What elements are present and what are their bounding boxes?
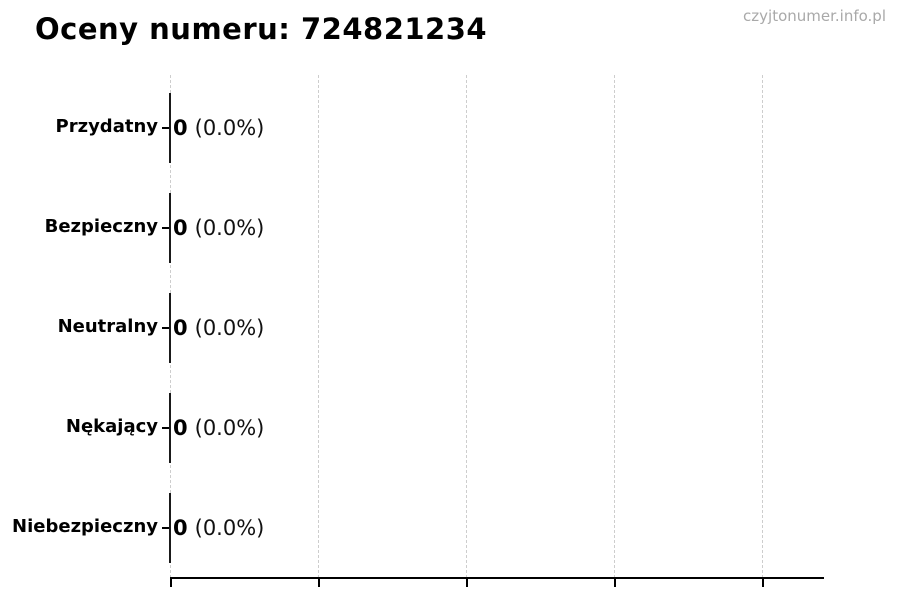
x-axis-tick: [318, 579, 320, 587]
x-axis-tick: [762, 579, 764, 587]
bar-row: Bezpieczny 0 (0.0%): [0, 178, 900, 278]
value-count: 0: [173, 316, 188, 340]
category-label: Niebezpieczny: [12, 516, 158, 537]
value-count: 0: [173, 516, 188, 540]
bar-row: Niebezpieczny 0 (0.0%): [0, 478, 900, 578]
value-percent: (0.0%): [194, 516, 265, 540]
gridline: [614, 75, 615, 578]
y-axis-tick: [162, 527, 170, 529]
value-label: 0 (0.0%): [173, 114, 264, 142]
y-axis-tick: [162, 427, 170, 429]
value-count: 0: [173, 416, 188, 440]
bar: [169, 293, 171, 363]
x-axis-tick: [170, 579, 172, 587]
category-label: Neutralny: [57, 316, 158, 337]
x-axis-line: [170, 577, 824, 579]
value-percent: (0.0%): [194, 316, 265, 340]
gridline: [318, 75, 319, 578]
gridline: [466, 75, 467, 578]
value-percent: (0.0%): [194, 416, 265, 440]
value-label: 0 (0.0%): [173, 314, 264, 342]
gridline: [762, 75, 763, 578]
bar: [169, 193, 171, 263]
value-count: 0: [173, 116, 188, 140]
bar: [169, 493, 171, 563]
value-label: 0 (0.0%): [173, 214, 264, 242]
category-label: Nękający: [65, 416, 158, 437]
value-percent: (0.0%): [194, 116, 265, 140]
x-axis-tick: [466, 579, 468, 587]
bar-row: Nękający 0 (0.0%): [0, 378, 900, 478]
bar: [169, 93, 171, 163]
category-label: Bezpieczny: [44, 216, 158, 237]
watermark: czyjtonumer.info.pl: [743, 7, 886, 25]
y-axis-tick: [162, 327, 170, 329]
y-axis-tick: [162, 127, 170, 129]
value-label: 0 (0.0%): [173, 514, 264, 542]
value-percent: (0.0%): [194, 216, 265, 240]
bar-row: Neutralny 0 (0.0%): [0, 278, 900, 378]
value-count: 0: [173, 216, 188, 240]
category-label: Przydatny: [55, 116, 158, 137]
bar-row: Przydatny 0 (0.0%): [0, 78, 900, 178]
x-axis-tick: [614, 579, 616, 587]
value-label: 0 (0.0%): [173, 414, 264, 442]
chart-title: Oceny numeru: 724821234: [35, 12, 488, 46]
y-axis-tick: [162, 227, 170, 229]
bar: [169, 393, 171, 463]
